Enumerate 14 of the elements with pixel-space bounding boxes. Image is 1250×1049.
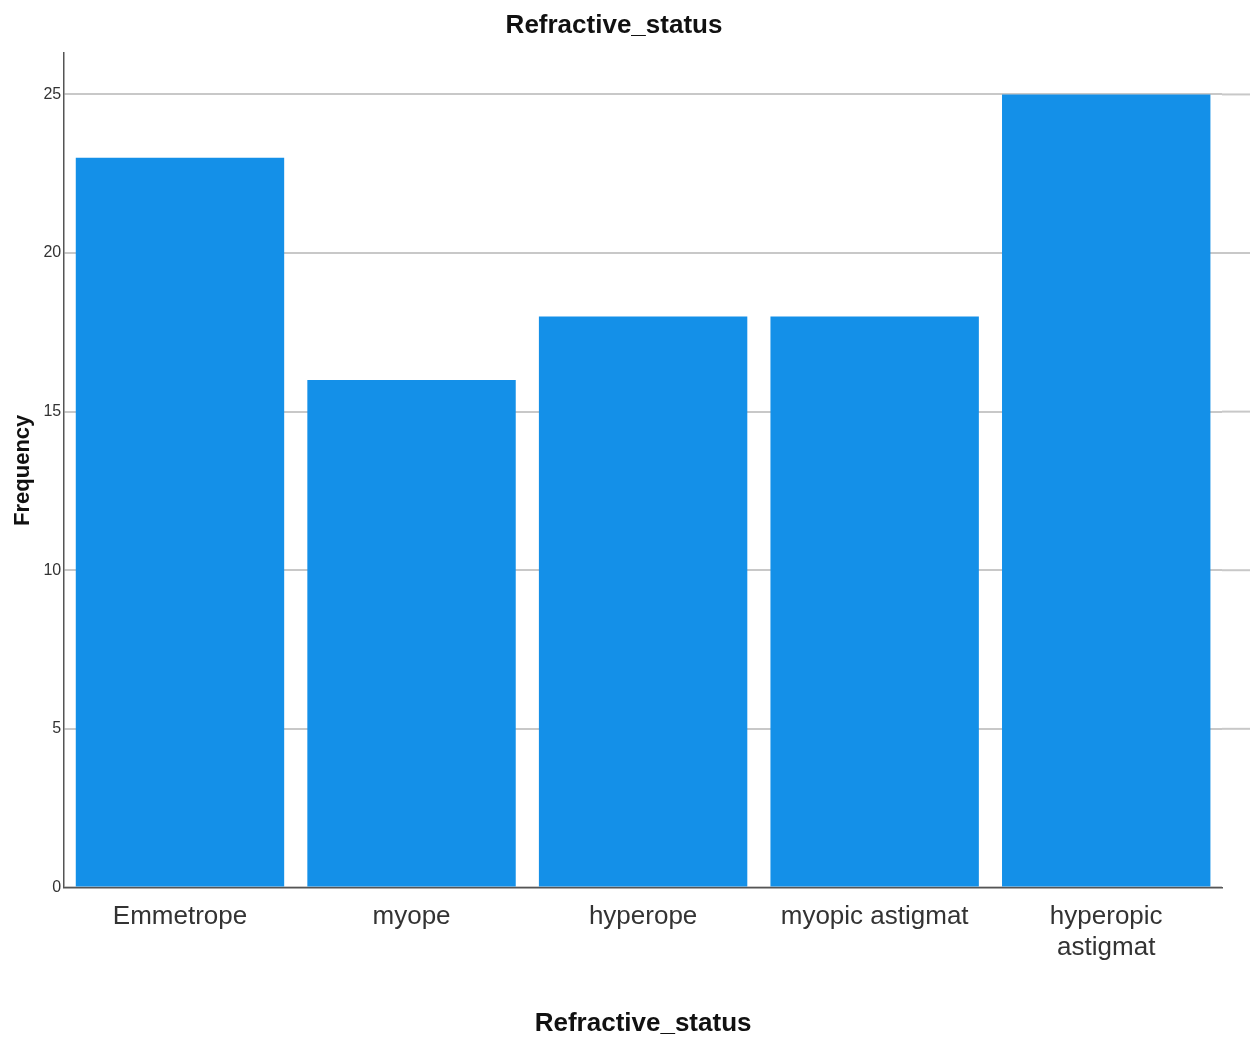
x-tick-label: hyperope — [588, 900, 698, 931]
chart-title: Refractive_status — [505, 8, 723, 39]
y-tick-label: 10 — [43, 560, 62, 578]
y-axis-title: Frequency — [9, 413, 35, 526]
x-tick-label: myope — [372, 900, 451, 931]
x-tick-label: hyperopic astigmat — [1049, 900, 1163, 962]
y-tick-label: 0 — [52, 877, 62, 895]
x-tick-label: Emmetrope — [112, 900, 248, 931]
y-tick-label: 25 — [43, 84, 62, 102]
y-tick-label: 5 — [52, 719, 62, 737]
y-tick-label: 15 — [43, 402, 62, 420]
x-axis-title: Refractive_status — [534, 1006, 752, 1037]
y-tick-label: 20 — [43, 243, 62, 261]
x-tick-label: myopic astigmat — [780, 900, 970, 931]
